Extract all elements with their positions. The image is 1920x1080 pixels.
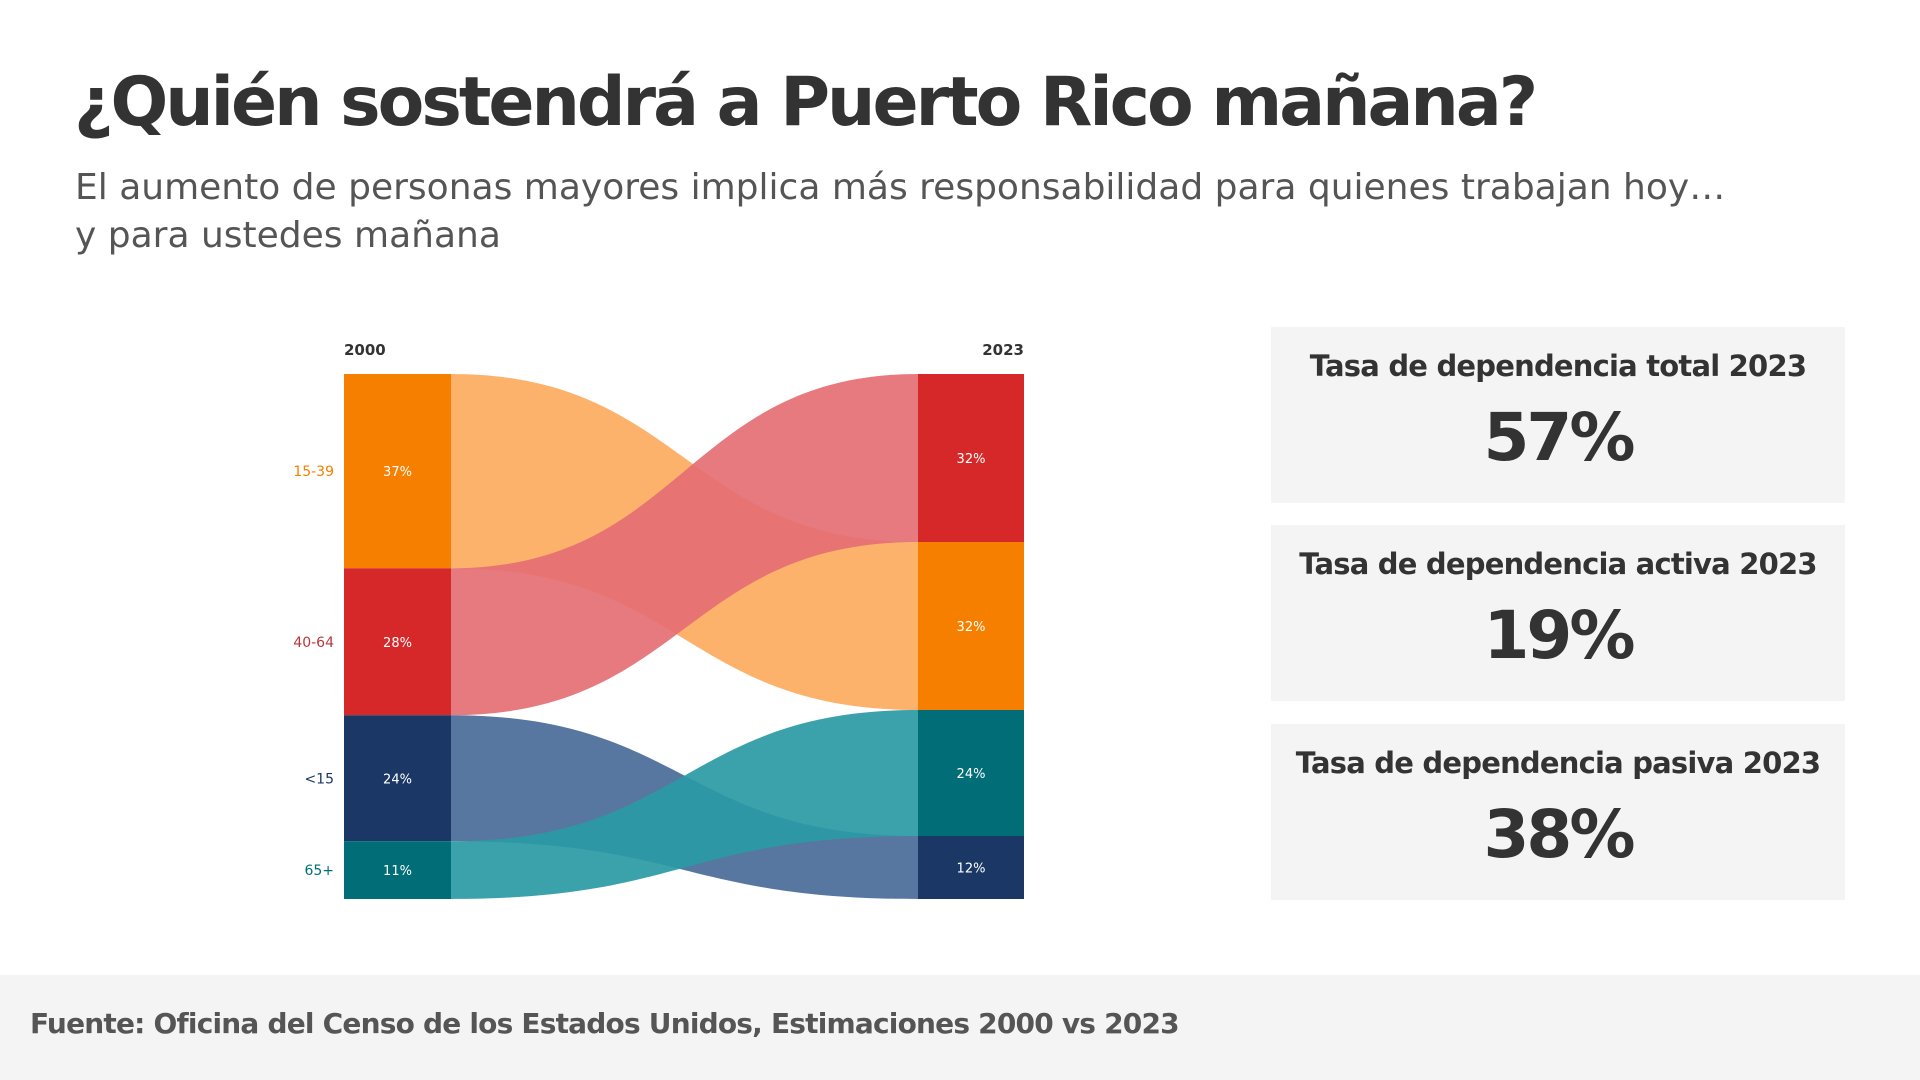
kpi-value-total: 57% (1483, 399, 1636, 476)
subtitle-line-2: y para ustedes mañana (75, 215, 501, 256)
sankey-value-right-65-plus: 12% (957, 862, 986, 877)
kpi-card-passive: Tasa de dependencia pasiva 2023 38% (1271, 724, 1845, 900)
sankey-value-left-under-15: 24% (383, 772, 412, 787)
sankey-value-left-40-64: 28% (383, 636, 412, 651)
page-title: ¿Quién sostendrá a Puerto Rico mañana? (74, 63, 1538, 142)
sankey-value-right-15-39: 32% (957, 620, 986, 635)
sankey-node-right-under-15 (918, 710, 1024, 836)
sankey-node-right-15-39 (918, 542, 1024, 710)
year-label-right: 2023 (982, 341, 1024, 359)
sankey-value-right-40-64: 32% (957, 452, 986, 467)
kpi-card-total: Tasa de dependencia total 2023 57% (1271, 327, 1845, 503)
kpi-value-active: 19% (1483, 597, 1636, 674)
sankey-category-label-40-64: 40-64 (293, 635, 334, 651)
sankey-node-left-under-15 (344, 715, 451, 842)
sankey-value-left-15-39: 37% (383, 465, 412, 480)
sankey-category-label-15-39: 15-39 (293, 464, 334, 480)
kpi-title-total: Tasa de dependencia total 2023 (1309, 349, 1807, 383)
sankey-value-left-65-plus: 11% (383, 864, 412, 879)
sankey-link-1 (451, 374, 918, 716)
kpi-title-passive: Tasa de dependencia pasiva 2023 (1295, 746, 1821, 780)
sankey-node-left-15-39 (344, 374, 451, 569)
sankey-node-left-65-plus (344, 841, 451, 899)
kpi-value-passive: 38% (1483, 796, 1636, 873)
sankey-value-right-under-15: 24% (957, 767, 986, 782)
sankey-link-3 (451, 710, 918, 899)
sankey-category-label-65-plus: 65+ (304, 863, 334, 879)
sankey-category-label-under-15: <15 (304, 771, 334, 787)
sankey-node-right-40-64 (918, 374, 1024, 542)
sankey-chart: 37% 28% 24% 11% 32% 32% 24% 12% 15-39 40-64 <15 65+… (293, 341, 1024, 899)
sankey-node-right-65-plus (918, 836, 1024, 899)
year-label-left: 2000 (344, 341, 386, 359)
page-subtitle: El aumento de personas mayores implica m… (75, 164, 1795, 260)
kpi-card-active: Tasa de dependencia activa 2023 19% (1271, 525, 1845, 701)
sankey-node-left-40-64 (344, 568, 451, 716)
footer-source: Fuente: Oficina del Censo de los Estados… (30, 1007, 1180, 1040)
subtitle-line-1: El aumento de personas mayores implica m… (75, 167, 1726, 208)
footer: Fuente: Oficina del Censo de los Estados… (0, 975, 1920, 1080)
kpi-title-active: Tasa de dependencia activa 2023 (1299, 547, 1817, 581)
